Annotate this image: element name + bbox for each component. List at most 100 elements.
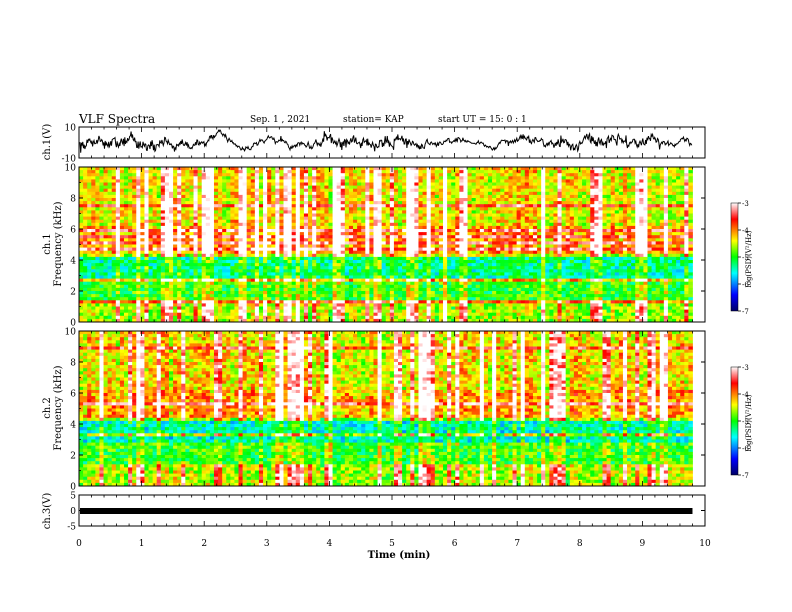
spectrogram-cell: [303, 210, 309, 214]
spectrogram-cell: [520, 225, 526, 230]
spectrogram-cell: [299, 266, 305, 270]
spectrogram-cell: [541, 225, 546, 230]
spectrogram-cell: [234, 185, 239, 190]
spectrogram-cell: [532, 179, 538, 183]
spectrogram-cell: [91, 238, 96, 242]
spectrogram-cell: [340, 263, 346, 267]
spectrogram-cell: [303, 235, 309, 239]
spectrogram-cell: [128, 232, 133, 236]
spectrogram-cell: [95, 229, 100, 233]
spectrogram-cell: [87, 244, 92, 248]
spectrogram-cell: [545, 256, 550, 261]
spectrogram-cell: [87, 256, 92, 261]
spectrogram-cell: [258, 191, 264, 196]
spectrogram-cell: [177, 191, 182, 196]
spectrogram-cell: [618, 185, 624, 190]
spectrogram-cell: [561, 247, 567, 252]
spectrogram-cell: [144, 173, 149, 177]
spectrogram-cell: [467, 185, 473, 190]
spectrogram-cell: [193, 216, 199, 221]
spectrogram-cell: [443, 194, 448, 199]
spectrogram-cell: [447, 263, 452, 267]
spectrogram-cell: [606, 222, 612, 227]
spectrogram-cell: [381, 247, 387, 252]
spectrogram-cell: [541, 194, 546, 199]
spectrogram-cell: [144, 194, 149, 199]
spectrogram-cell: [381, 167, 387, 171]
spectrogram-cell: [181, 232, 186, 236]
spectrogram-cell: [263, 253, 268, 258]
spectrogram-cell: [156, 241, 162, 245]
spectrogram-cell: [590, 182, 595, 186]
spectrogram-cell: [291, 213, 297, 217]
spectrogram-cell: [115, 256, 121, 261]
spectrogram-cell: [357, 210, 362, 214]
spectrogram-cell: [320, 185, 325, 190]
spectrogram-cell: [218, 188, 223, 193]
spectrogram-cell: [545, 235, 550, 239]
spectrogram-cell: [483, 244, 489, 248]
spectrogram-cell: [532, 232, 538, 236]
spectrogram-cell: [275, 191, 280, 196]
spectrogram-cell: [254, 210, 260, 214]
spectrogram-cell: [402, 250, 407, 255]
spectrogram-cell: [263, 204, 268, 208]
spectrogram-cell: [218, 250, 223, 255]
spectrogram-cell: [635, 263, 640, 267]
spectrogram-cell: [594, 229, 599, 233]
spectrogram-cell: [606, 250, 612, 255]
spectrogram-cell: [553, 235, 558, 239]
spectrogram-cell: [406, 250, 411, 255]
spectrogram-cell: [672, 170, 677, 174]
spectrogram-cell: [577, 219, 583, 224]
spectrogram-cell: [201, 176, 207, 180]
spectrogram-cell: [95, 179, 100, 183]
spectrogram-cell: [263, 176, 268, 180]
spectrogram-cell: [594, 238, 599, 242]
spectrogram-cell: [663, 204, 669, 208]
spectrogram-cell: [651, 260, 657, 264]
spectrogram-cell: [602, 201, 607, 205]
spectrogram-cell: [475, 182, 481, 186]
spectrogram-cell: [295, 182, 301, 186]
spectrogram-cell: [79, 219, 84, 224]
spectrogram-cell: [483, 235, 489, 239]
spectrogram-cell: [226, 213, 231, 217]
spectrogram-cell: [504, 260, 509, 264]
spectrogram-cell: [516, 241, 522, 245]
spectrogram-cell: [107, 210, 113, 214]
spectrogram-cell: [263, 235, 268, 239]
spectrogram-cell: [316, 247, 321, 252]
spectrogram-cell: [438, 207, 444, 211]
spectrogram-cell: [655, 229, 661, 233]
spectrogram-cell: [500, 241, 505, 245]
spectrogram-cell: [487, 170, 493, 174]
spectrogram-cell: [516, 232, 522, 236]
spectrogram-cell: [136, 250, 141, 255]
spectrogram-cell: [83, 204, 88, 208]
spectrogram-cell: [569, 188, 575, 193]
spectrogram-cell: [369, 191, 374, 196]
spectrogram-cell: [385, 219, 391, 224]
spectrogram-cell: [430, 201, 436, 205]
spectrogram-cell: [258, 222, 264, 227]
spectrogram-cell: [234, 188, 239, 193]
spectrogram-cell: [500, 204, 505, 208]
spectrogram-cell: [438, 182, 444, 186]
spectrogram-cell: [614, 185, 620, 190]
spectrogram-cell: [545, 247, 550, 252]
spectrogram-cell: [279, 194, 284, 199]
spectrogram-cell: [373, 185, 378, 190]
spectrogram-cell: [635, 170, 640, 174]
spectrogram-cell: [582, 253, 587, 258]
spectrogram-cell: [471, 250, 477, 255]
spectrogram-cell: [684, 207, 689, 211]
spectrogram-cell: [152, 238, 158, 242]
spectrogram-cell: [213, 167, 219, 171]
spectrogram-cell: [557, 167, 562, 171]
spectrogram-cell: [103, 253, 109, 258]
spectrogram-cell: [83, 191, 88, 196]
spectrogram-cell: [185, 260, 190, 264]
spectrogram-cell: [434, 201, 440, 205]
spectrogram-cell: [205, 170, 211, 174]
